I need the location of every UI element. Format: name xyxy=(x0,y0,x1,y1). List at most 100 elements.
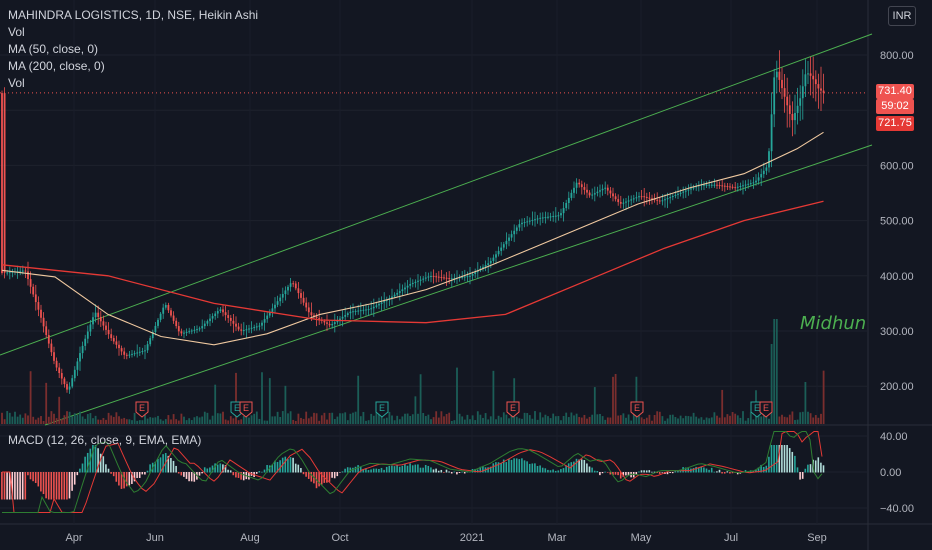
candle-body xyxy=(94,312,97,318)
candle-body xyxy=(510,234,513,238)
macd-histogram-bar xyxy=(424,465,427,473)
volume-bar xyxy=(487,419,490,424)
volume-bar xyxy=(453,420,456,424)
candle-body xyxy=(339,318,341,321)
candle-body xyxy=(79,353,81,362)
candle-body xyxy=(671,195,674,198)
candle-body xyxy=(289,283,292,287)
volume-bar xyxy=(721,389,724,424)
macd-histogram-bar xyxy=(76,472,79,476)
volume-bars xyxy=(1,319,825,424)
macd-histogram-bar xyxy=(497,462,500,473)
candle-body xyxy=(167,305,170,311)
candle-body xyxy=(726,186,729,188)
candle-body xyxy=(588,192,591,196)
macd-histogram-bar xyxy=(180,472,183,476)
volume-bar xyxy=(372,415,375,424)
volume-bar xyxy=(354,411,357,424)
countdown-tag: 59:02 xyxy=(876,99,914,114)
macd-histogram-bar xyxy=(435,468,437,473)
volume-bar xyxy=(6,411,9,424)
ma200-legend[interactable]: MA (200, close, 0) xyxy=(8,59,105,73)
currency-button[interactable]: INR xyxy=(888,6,916,26)
candle-body xyxy=(762,170,765,175)
volume-bar xyxy=(107,412,110,424)
macd-histogram-bar xyxy=(476,469,479,473)
volume-bar xyxy=(508,418,510,424)
volume-bar xyxy=(261,372,263,424)
candle-body xyxy=(484,265,487,267)
candle-body xyxy=(781,79,783,89)
volume-bar xyxy=(279,416,282,424)
candle-body xyxy=(1,93,3,274)
candle-body xyxy=(814,79,817,85)
volume-bar xyxy=(502,412,505,424)
volume-bar xyxy=(734,413,737,424)
macd-histogram-bar xyxy=(684,467,687,473)
candle-body xyxy=(224,312,227,316)
candle-body xyxy=(235,323,237,327)
macd-histogram-bar xyxy=(328,472,331,482)
macd-histogram-bar xyxy=(669,472,671,473)
candle-body xyxy=(372,306,375,309)
volume-bar xyxy=(557,416,560,424)
macd-histogram-bar xyxy=(573,461,575,473)
macd-histogram-bar xyxy=(453,471,456,473)
macd-histogram-bar xyxy=(229,470,232,473)
volume-bar xyxy=(430,419,432,424)
volume-bar xyxy=(112,416,115,424)
candle-body xyxy=(796,105,799,113)
macd-line xyxy=(2,431,823,513)
macd-histogram-bar xyxy=(661,472,664,473)
candle-body xyxy=(211,316,214,319)
candle-body xyxy=(677,193,679,195)
macd-histogram-bar xyxy=(19,472,21,500)
macd-histogram-bar xyxy=(14,472,16,500)
symbol-title[interactable]: MAHINDRA LOGISTICS, 1D, NSE, Heikin Ashi xyxy=(8,8,259,22)
macd-histogram-bar xyxy=(422,467,424,473)
macd-histogram-bar xyxy=(21,472,24,500)
candle-body xyxy=(651,198,653,200)
candle-body xyxy=(682,191,685,193)
candle-body xyxy=(380,302,383,304)
candle-body xyxy=(801,86,804,99)
macd-histogram-bar xyxy=(588,466,591,473)
macd-histogram-bar xyxy=(232,472,235,476)
macd-histogram-bar xyxy=(427,465,430,473)
candle-body xyxy=(591,194,594,196)
volume-bar xyxy=(45,382,48,424)
candle-body xyxy=(240,329,243,331)
volume-bar xyxy=(466,414,469,424)
candle-body xyxy=(222,309,224,313)
macd-histogram-bar xyxy=(627,472,630,476)
volume-bar xyxy=(471,415,474,424)
candle-body xyxy=(716,184,718,186)
vol2-legend[interactable]: Vol xyxy=(8,76,25,90)
volume-bar xyxy=(1,412,3,424)
candle-body xyxy=(102,321,105,326)
macd-histogram-bar xyxy=(198,472,201,476)
candle-body xyxy=(630,199,633,201)
volume-bar xyxy=(346,420,349,424)
macd-histogram-bar xyxy=(268,465,271,473)
candle-body xyxy=(19,270,22,272)
macd-legend[interactable]: MACD (12, 26, close, 9, EMA, EMA) xyxy=(8,433,202,447)
earnings-label: E xyxy=(763,403,769,413)
macd-histogram-bar xyxy=(505,462,508,473)
volume-bar xyxy=(138,420,141,424)
macd-histogram-bar xyxy=(791,451,794,473)
volume-bar xyxy=(708,418,711,424)
candle-body xyxy=(638,196,640,198)
volume-bar xyxy=(115,412,118,424)
candle-body xyxy=(326,322,328,324)
vol-legend[interactable]: Vol xyxy=(8,25,25,39)
ma50-legend[interactable]: MA (50, close, 0) xyxy=(8,42,99,56)
volume-bar xyxy=(185,420,188,424)
volume-bar xyxy=(510,412,513,424)
macd-histogram-bar xyxy=(666,472,669,475)
volume-bar xyxy=(318,420,321,424)
macd-histogram-bar xyxy=(479,466,482,473)
macd-histogram-bar xyxy=(203,467,206,473)
candle-body xyxy=(731,186,734,188)
